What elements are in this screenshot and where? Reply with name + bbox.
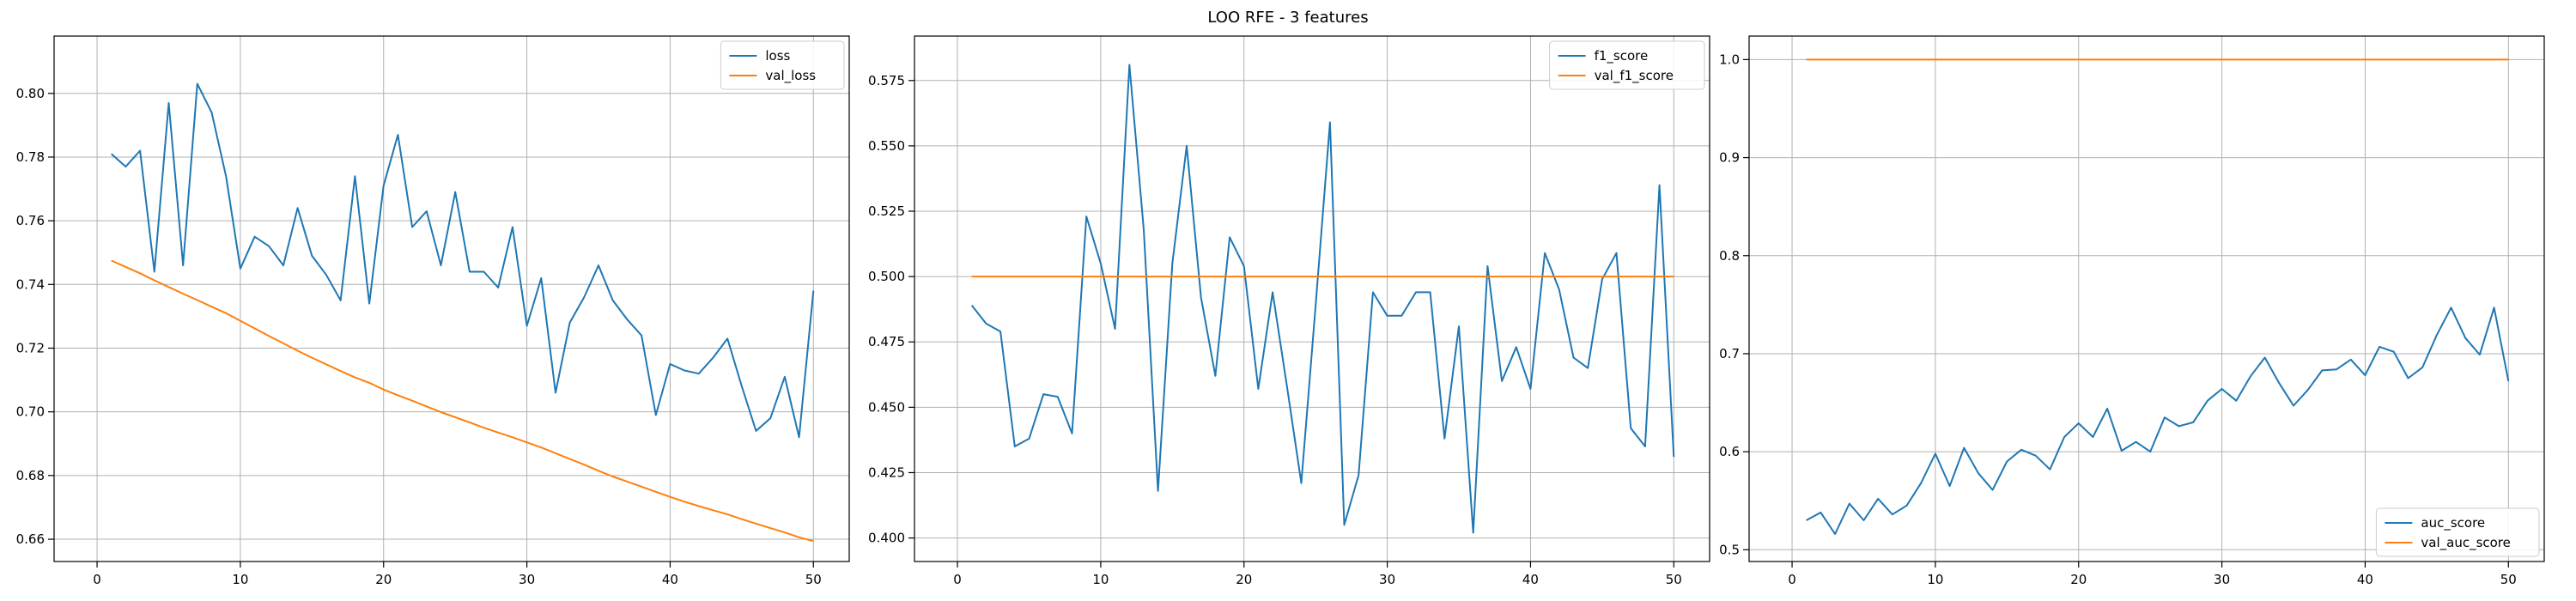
chart-2-axes-frame	[914, 35, 1710, 562]
chart-1-xtick-label: 30	[519, 572, 535, 587]
chart-3-ytick-label: 1.0	[1719, 52, 1740, 67]
chart-1-series-val_loss	[111, 259, 814, 543]
chart-1-ytick-label: 0.78	[16, 149, 45, 165]
chart-2-ytick-label: 0.500	[868, 269, 905, 284]
chart-1: 0 10 20 30 40 50 0.66 0.68 0.70 0.72 0.74 0.76 0.78 0…	[16, 35, 850, 587]
chart-1-ytick-label: 0.76	[16, 213, 45, 228]
chart-1-xtick-label: 10	[232, 572, 248, 587]
chart-2-ytick-label: 0.450	[868, 399, 905, 415]
chart-2-legend: f1_score val_f1_score	[1549, 40, 1705, 90]
chart-2-ytick-label: 0.425	[868, 464, 905, 480]
chart-1-ytick-label: 0.66	[16, 531, 45, 547]
chart-3-axes-frame	[1748, 35, 2545, 562]
chart-2-ytick-label: 0.400	[868, 531, 905, 546]
chart-1-ytick-label: 0.80	[16, 86, 45, 101]
chart-2-ytick-label: 0.575	[868, 73, 905, 88]
chart-1-xtick-label: 40	[662, 572, 678, 587]
chart-1-ytick-label: 0.70	[16, 404, 45, 420]
chart-2-xtick-label: 20	[1236, 572, 1252, 587]
chart-1-ytick-label: 0.68	[16, 468, 45, 483]
chart-3-legend-box	[2375, 507, 2540, 557]
chart-3-series-auc_score	[1806, 307, 2510, 535]
chart-1-ytick-label: 0.74	[16, 276, 45, 292]
chart-3-xtick-label: 20	[2070, 572, 2087, 587]
chart-1-axes-frame	[53, 35, 850, 562]
chart-2-legend-box	[1549, 40, 1705, 90]
chart-1-ytick-label: 0.72	[16, 340, 45, 355]
chart-3-ytick-label: 0.7	[1719, 346, 1740, 361]
chart-3-ytick-label: 0.5	[1719, 542, 1740, 557]
chart-2-xtick-label: 10	[1092, 572, 1109, 587]
chart-2-xtick-label: 30	[1379, 572, 1395, 587]
chart-3-xtick-label: 50	[2500, 572, 2517, 587]
chart-1-legend-label: val_loss	[765, 68, 816, 84]
chart-1-series-loss	[111, 82, 815, 439]
chart-3-xtick-label: 10	[1927, 572, 1943, 587]
chart-3: 0 10 20 30 40 50 0.5 0.6 0.7 0.8 0.9 1.0 auc_scoreva…	[1719, 35, 2545, 587]
chart-1-xtick-label: 20	[375, 572, 392, 587]
chart-2-legend-label: val_f1_score	[1595, 68, 1674, 84]
chart-3-ytick-label: 0.8	[1719, 248, 1740, 264]
chart-3-ytick-label: 0.9	[1719, 150, 1740, 166]
chart-2-series-f1_score	[970, 64, 1675, 534]
figure-title: LOO RFE - 3 features	[1207, 9, 1369, 27]
chart-2-xtick-label: 0	[953, 572, 962, 587]
chart-3-legend: auc_score val_auc_score	[2375, 507, 2540, 557]
chart-2: 0 10 20 30 40 50 0.400 0.425 0.450 0.475 0.500 0.52…	[868, 35, 1710, 587]
chart-2-ytick-label: 0.475	[868, 334, 905, 349]
chart-1-legend-label: loss	[765, 48, 790, 64]
chart-2-xtick-label: 50	[1666, 572, 1682, 587]
chart-2-ytick-label: 0.525	[868, 203, 905, 219]
chart-3-legend-label: auc_score	[2421, 515, 2485, 531]
chart-2-ytick-label: 0.550	[868, 138, 905, 154]
chart-1-xtick-label: 50	[805, 572, 822, 587]
chart-3-legend-label: val_auc_score	[2421, 535, 2511, 551]
chart-3-xtick-label: 30	[2214, 572, 2230, 587]
chart-1-legend: loss val_loss	[720, 40, 845, 90]
chart-1-xtick-label: 0	[93, 572, 101, 587]
chart-3-xtick-label: 0	[1788, 572, 1796, 587]
chart-2-legend-label: f1_score	[1595, 48, 1649, 64]
chart-2-xtick-label: 40	[1522, 572, 1539, 587]
chart-1-legend-box	[720, 40, 845, 90]
chart-3-xtick-label: 40	[2357, 572, 2373, 587]
chart-3-ytick-label: 0.6	[1719, 444, 1740, 459]
